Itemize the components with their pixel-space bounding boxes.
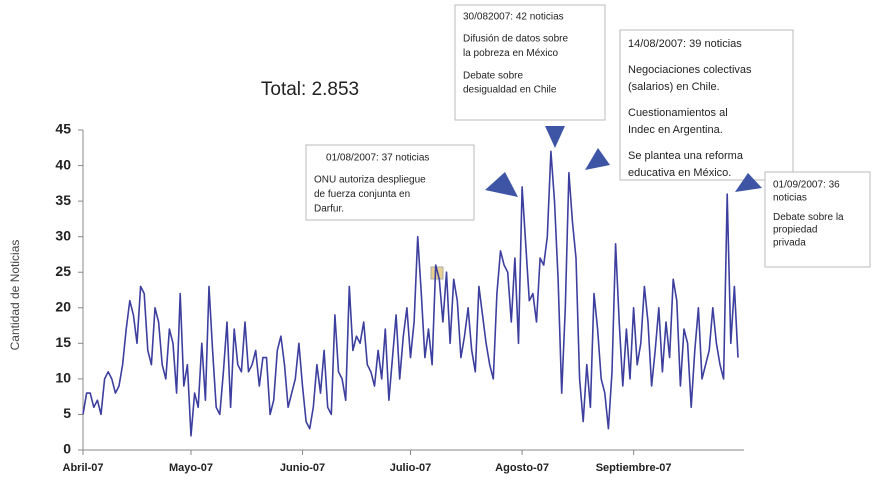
pointer — [545, 126, 565, 148]
y-tick-label: 45 — [55, 121, 71, 137]
y-axis-label: Cantidad de Noticias — [8, 240, 22, 351]
callout-box — [764, 171, 871, 268]
callout-text: (salarios) en Chile. — [628, 81, 720, 93]
callout-text: de fuerza conjunta en — [314, 189, 410, 200]
y-tick-label: 5 — [63, 405, 71, 421]
callout-text: 01/08/2007: 37 noticias — [326, 153, 429, 164]
callout-text: noticias — [773, 192, 807, 203]
y-tick-label: 30 — [55, 227, 71, 243]
callout-text: Negociaciones colectivas — [628, 64, 752, 76]
callout-text: la pobreza en México — [463, 48, 558, 59]
x-tick-label: Mayo-07 — [169, 462, 213, 474]
data-line — [82, 150, 739, 437]
callout-text: privada — [773, 237, 806, 248]
callout-pointers — [485, 126, 762, 197]
pointer — [485, 172, 518, 197]
y-tick-label: 20 — [55, 298, 71, 314]
callout-text: Cuestionamientos al — [628, 107, 728, 119]
y-tick-label: 15 — [55, 334, 71, 350]
x-tick-label: Junio-07 — [280, 462, 325, 474]
callout-text: educativa en México. — [628, 167, 731, 179]
callout-text: 01/09/2007: 36 — [773, 180, 840, 191]
callout-text: 14/08/2007: 39 noticias — [628, 38, 742, 50]
callout-text: 30/082007: 42 noticias — [463, 12, 564, 23]
callout-text: Debate sobre la — [773, 212, 844, 223]
chart-title: Total: 2.853 — [261, 79, 359, 100]
callout-text: Debate sobre — [463, 70, 523, 81]
x-tick-label: Abril-07 — [63, 462, 104, 474]
y-tick-label: 0 — [63, 441, 71, 457]
callout-text: propiedad — [773, 225, 817, 236]
y-tick-label: 35 — [55, 192, 71, 208]
callout-box — [619, 29, 794, 181]
y-tick-label: 10 — [55, 370, 71, 386]
y-tick-label: 40 — [55, 156, 71, 172]
callout-box — [454, 4, 606, 121]
x-tick-label: Septiembre-07 — [596, 462, 672, 474]
callout-box — [305, 144, 475, 221]
y-tick-label: 25 — [55, 263, 71, 279]
callout-text: Se plantea una reforma — [628, 150, 744, 162]
x-tick-label: Agosto-07 — [495, 462, 549, 474]
callout-text: ONU autoriza despliegue — [314, 175, 426, 186]
callout-text: Darfur. — [314, 204, 344, 215]
pointer — [735, 173, 762, 192]
callout-frames — [305, 4, 871, 268]
pointer — [585, 148, 610, 170]
x-tick-label: Julio-07 — [390, 462, 432, 474]
callout-text: Indec en Argentina. — [628, 124, 723, 136]
callout-text: Difusión de datos sobre — [463, 34, 569, 45]
callout-text: desigualdad en Chile — [463, 85, 557, 96]
